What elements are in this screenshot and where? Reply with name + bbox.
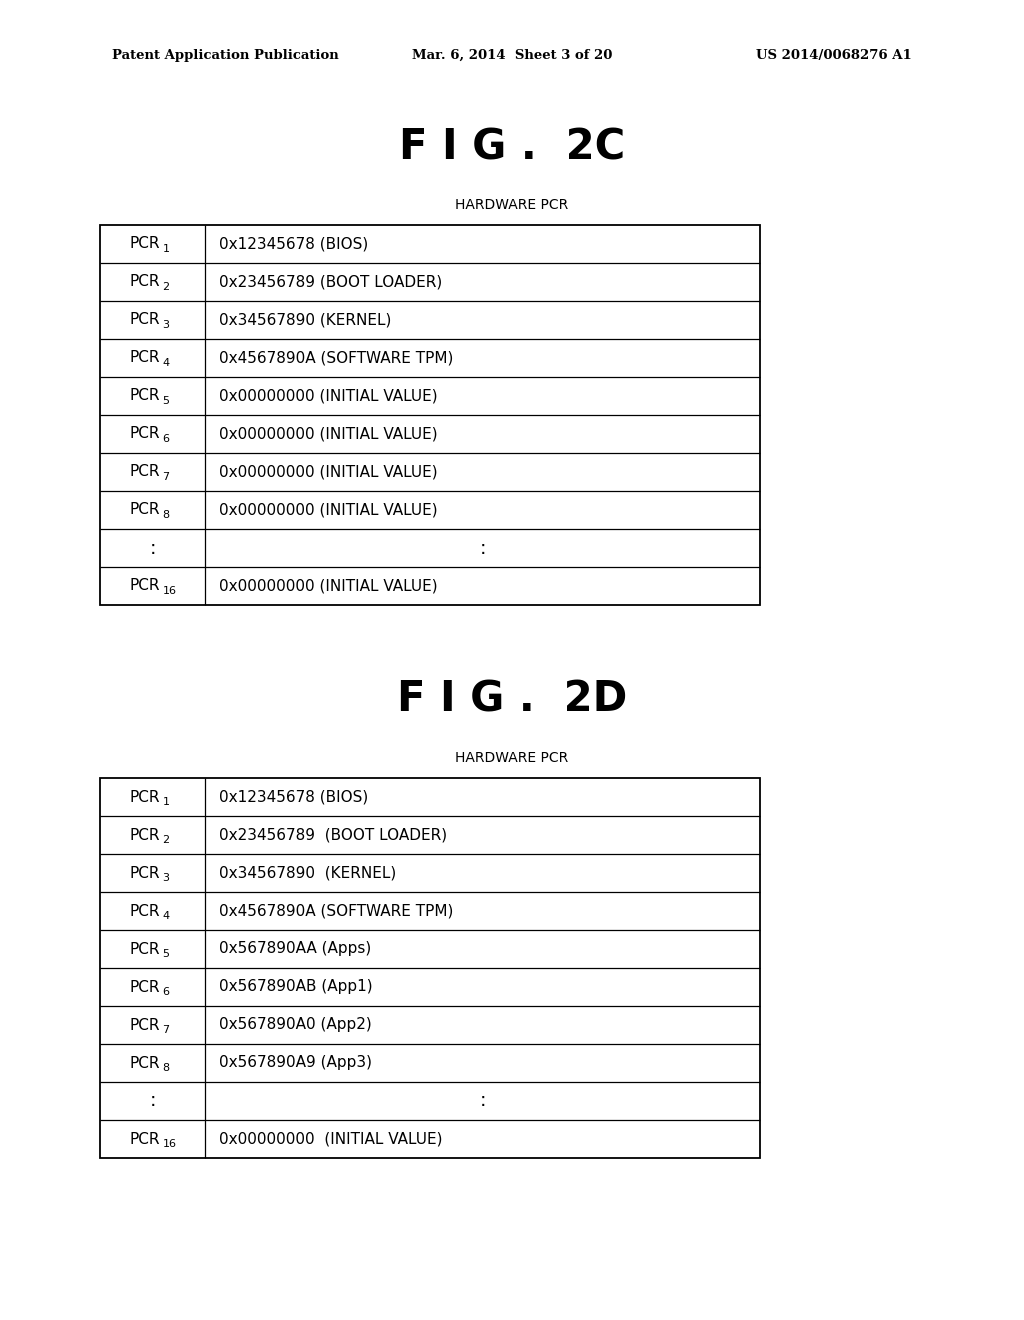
Text: 0x12345678 (BIOS): 0x12345678 (BIOS): [219, 236, 369, 252]
Text: 7: 7: [163, 473, 170, 482]
Text: 0x34567890 (KERNEL): 0x34567890 (KERNEL): [219, 313, 391, 327]
Text: PCR: PCR: [129, 465, 160, 479]
Text: 8: 8: [163, 1063, 170, 1073]
Text: PCR: PCR: [129, 828, 160, 842]
Text: PCR: PCR: [129, 388, 160, 404]
Text: 0x00000000 (INITIAL VALUE): 0x00000000 (INITIAL VALUE): [219, 503, 437, 517]
Text: 0x4567890A (SOFTWARE TPM): 0x4567890A (SOFTWARE TPM): [219, 351, 454, 366]
Text: 5: 5: [163, 396, 170, 407]
Text: PCR: PCR: [129, 426, 160, 441]
Text: PCR: PCR: [129, 903, 160, 919]
Text: Mar. 6, 2014  Sheet 3 of 20: Mar. 6, 2014 Sheet 3 of 20: [412, 49, 612, 62]
Text: 16: 16: [163, 586, 176, 597]
Text: :: :: [479, 539, 485, 557]
Text: PCR: PCR: [129, 313, 160, 327]
Text: 0x00000000 (INITIAL VALUE): 0x00000000 (INITIAL VALUE): [219, 465, 437, 479]
Text: 0x34567890  (KERNEL): 0x34567890 (KERNEL): [219, 866, 396, 880]
Text: US 2014/0068276 A1: US 2014/0068276 A1: [757, 49, 912, 62]
Text: 0x23456789  (BOOT LOADER): 0x23456789 (BOOT LOADER): [219, 828, 447, 842]
Text: PCR: PCR: [129, 503, 160, 517]
Text: 0x567890A9 (App3): 0x567890A9 (App3): [219, 1056, 372, 1071]
Text: 0x4567890A (SOFTWARE TPM): 0x4567890A (SOFTWARE TPM): [219, 903, 454, 919]
Bar: [100, 777, 760, 1158]
Text: 4: 4: [163, 911, 170, 921]
Text: 4: 4: [163, 358, 170, 368]
Text: 5: 5: [163, 949, 170, 960]
Text: HARDWARE PCR: HARDWARE PCR: [456, 198, 568, 213]
Text: PCR: PCR: [129, 1018, 160, 1032]
Text: PCR: PCR: [129, 1131, 160, 1147]
Text: PCR: PCR: [129, 351, 160, 366]
Text: 0x00000000 (INITIAL VALUE): 0x00000000 (INITIAL VALUE): [219, 426, 437, 441]
Text: :: :: [150, 539, 156, 557]
Text: PCR: PCR: [129, 979, 160, 994]
Text: :: :: [479, 1092, 485, 1110]
Text: :: :: [150, 1092, 156, 1110]
Text: 6: 6: [163, 987, 170, 997]
Text: HARDWARE PCR: HARDWARE PCR: [456, 751, 568, 766]
Text: 3: 3: [163, 319, 170, 330]
Text: 16: 16: [163, 1139, 176, 1148]
Bar: [100, 224, 760, 605]
Text: PCR: PCR: [129, 275, 160, 289]
Text: 0x00000000 (INITIAL VALUE): 0x00000000 (INITIAL VALUE): [219, 388, 437, 404]
Text: 8: 8: [163, 510, 170, 520]
Text: 6: 6: [163, 434, 170, 444]
Text: 0x00000000 (INITIAL VALUE): 0x00000000 (INITIAL VALUE): [219, 578, 437, 594]
Text: 3: 3: [163, 873, 170, 883]
Text: 2: 2: [163, 836, 170, 845]
Text: 0x567890AB (App1): 0x567890AB (App1): [219, 979, 373, 994]
Text: 0x567890AA (Apps): 0x567890AA (Apps): [219, 941, 372, 957]
Text: PCR: PCR: [129, 789, 160, 804]
Text: PCR: PCR: [129, 941, 160, 957]
Text: PCR: PCR: [129, 1056, 160, 1071]
Text: 1: 1: [163, 244, 170, 253]
Text: 2: 2: [163, 282, 170, 292]
Text: F I G .  2C: F I G . 2C: [399, 127, 625, 169]
Text: 7: 7: [163, 1026, 170, 1035]
Text: 0x567890A0 (App2): 0x567890A0 (App2): [219, 1018, 372, 1032]
Text: 1: 1: [163, 797, 170, 807]
Text: Patent Application Publication: Patent Application Publication: [112, 49, 339, 62]
Text: 0x23456789 (BOOT LOADER): 0x23456789 (BOOT LOADER): [219, 275, 442, 289]
Text: PCR: PCR: [129, 578, 160, 594]
Text: 0x12345678 (BIOS): 0x12345678 (BIOS): [219, 789, 369, 804]
Text: PCR: PCR: [129, 236, 160, 252]
Text: 0x00000000  (INITIAL VALUE): 0x00000000 (INITIAL VALUE): [219, 1131, 442, 1147]
Text: F I G .  2D: F I G . 2D: [397, 678, 627, 721]
Text: PCR: PCR: [129, 866, 160, 880]
